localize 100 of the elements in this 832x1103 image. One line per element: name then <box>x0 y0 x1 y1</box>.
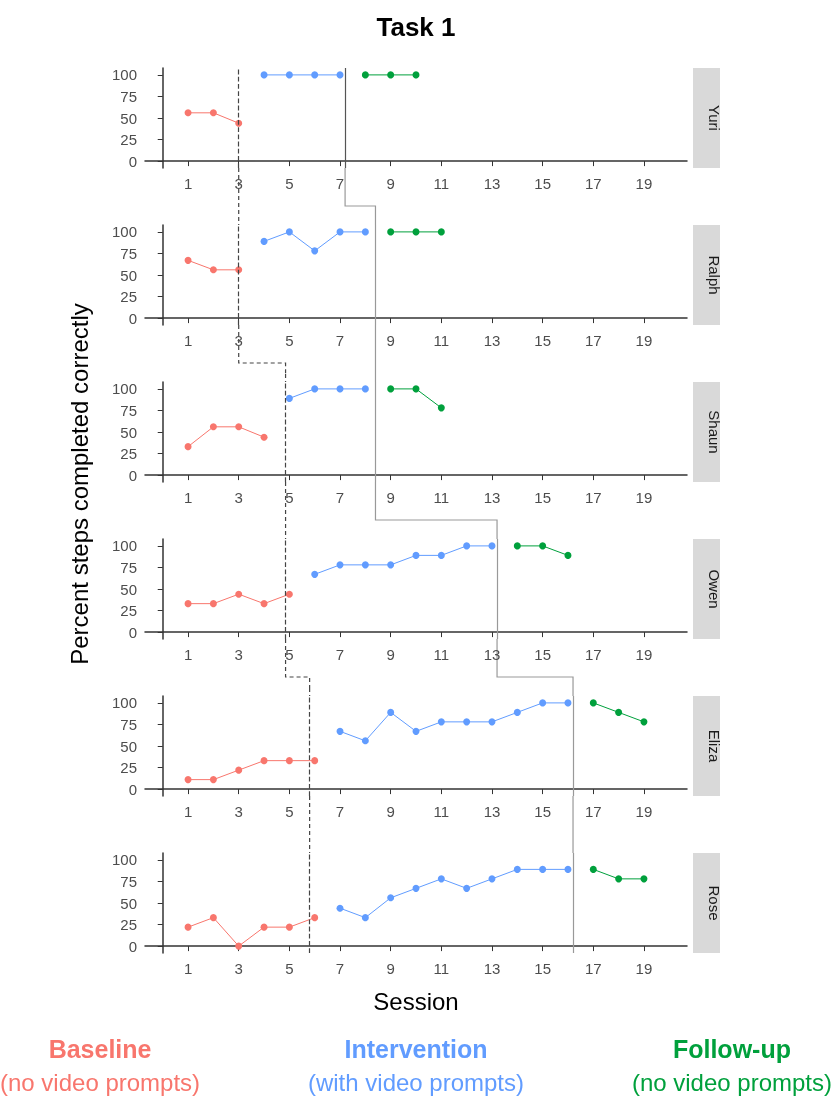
x-tick-label: 7 <box>335 332 345 349</box>
y-tick-label: 25 <box>120 288 137 306</box>
x-tick-label: 7 <box>335 175 345 192</box>
text: Intervention (with video prompts) <box>307 1034 525 1098</box>
x-tick-label: 5 <box>285 332 294 349</box>
y-tick-label: 0 <box>128 152 137 170</box>
x-tick-label: 11 <box>433 803 450 820</box>
y-tick-label: 25 <box>120 131 137 149</box>
y-tick-label: 25 <box>120 759 137 777</box>
x-tick-label: 7 <box>335 646 345 663</box>
y-tick-label: 50 <box>120 737 137 755</box>
text: Follow-up (no video prompts) <box>631 1034 832 1098</box>
x-tick-label: 17 <box>584 803 602 820</box>
x-tick-label: 19 <box>635 175 653 192</box>
y2-axis-title: Shaun <box>706 410 723 454</box>
y2-axis-title: Owen <box>706 569 723 609</box>
x-tick-label: 17 <box>584 960 602 977</box>
x-tick-label: 15 <box>534 960 551 977</box>
x-tick-label: 1 <box>183 332 193 349</box>
x-tick-label: 3 <box>234 332 243 349</box>
x-tick-label: 11 <box>433 332 450 349</box>
y-tick-label: 75 <box>120 715 137 733</box>
y-tick-label: 0 <box>128 309 137 327</box>
y-tick-label: 100 <box>111 694 137 712</box>
y-tick-label: 75 <box>120 558 137 576</box>
x-tick-label: 1 <box>183 646 193 663</box>
x-tick-label: 5 <box>285 646 294 663</box>
y-tick-label: 50 <box>120 580 137 598</box>
y2-axis-title: Ralph <box>706 255 723 295</box>
x-tick-label: 17 <box>584 332 602 349</box>
x-tick-label: 15 <box>534 646 551 663</box>
x-tick-label: 19 <box>635 332 653 349</box>
x-tick-label: 3 <box>234 489 243 506</box>
y-tick-label: 50 <box>120 109 137 127</box>
x-tick-label: 17 <box>584 489 602 506</box>
y-tick-label: 100 <box>111 66 137 84</box>
y2-axis-title: Rose <box>706 885 723 921</box>
x-tick-label: 15 <box>534 332 551 349</box>
x-tick-label: 17 <box>584 175 602 192</box>
y-tick-label: 25 <box>120 445 137 463</box>
x-tick-label: 13 <box>483 960 501 977</box>
x-tick-label: 5 <box>285 489 294 506</box>
x-tick-label: 13 <box>483 803 501 820</box>
x-tick-label: 15 <box>534 175 551 192</box>
x-tick-label: 9 <box>386 489 395 506</box>
x-tick-label: 19 <box>635 803 653 820</box>
x-tick-label: 13 <box>483 489 501 506</box>
y-tick-label: 0 <box>128 937 137 955</box>
x-tick-label: 5 <box>285 803 294 820</box>
y-tick-label: 50 <box>120 423 137 441</box>
x-tick-label: 19 <box>635 960 653 977</box>
x-tick-label: 13 <box>483 175 501 192</box>
y-tick-label: 25 <box>120 916 137 934</box>
x-tick-label: 15 <box>534 803 551 820</box>
chart-title: Task 1 <box>375 12 457 43</box>
x-tick-label: 9 <box>386 960 395 977</box>
x-tick-label: 11 <box>433 646 450 663</box>
y2-axis-title: Yuri <box>706 105 723 131</box>
y-tick-label: 75 <box>120 401 137 419</box>
y-tick-label: 50 <box>120 266 137 284</box>
x-tick-label: 1 <box>183 803 193 820</box>
y-tick-label: 0 <box>128 780 137 798</box>
x-tick-label: 13 <box>483 332 501 349</box>
x-tick-label: 9 <box>386 332 395 349</box>
x-tick-label: 1 <box>183 960 193 977</box>
x-tick-label: 11 <box>433 960 450 977</box>
x-tick-label: 3 <box>234 646 243 663</box>
y-tick-label: 75 <box>120 244 137 262</box>
x-tick-label: 1 <box>183 489 193 506</box>
y-tick-label: 25 <box>120 602 137 620</box>
x-tick-label: 19 <box>635 646 653 663</box>
y-tick-label: 50 <box>120 894 137 912</box>
y2-axis-title: Eliza <box>706 729 723 763</box>
y-tick-label: 100 <box>111 223 137 241</box>
x-tick-label: 1 <box>183 175 193 192</box>
y-tick-label: 100 <box>111 380 137 398</box>
y-tick-label: 0 <box>128 466 137 484</box>
x-tick-label: 5 <box>285 175 294 192</box>
x-tick-label: 3 <box>234 175 243 192</box>
x-tick-label: 7 <box>335 489 345 506</box>
x-tick-label: 11 <box>433 175 450 192</box>
x-tick-label: 17 <box>584 646 602 663</box>
x-tick-label: 3 <box>234 960 243 977</box>
text: Baseline (no video prompts) <box>0 1034 201 1098</box>
y-tick-label: 75 <box>120 872 137 890</box>
x-tick-label: 19 <box>635 489 653 506</box>
x-tick-label: 15 <box>534 489 551 506</box>
y-tick-label: 100 <box>111 851 137 869</box>
x-tick-label: 13 <box>483 646 501 663</box>
x-tick-label: 3 <box>234 803 243 820</box>
y-tick-label: 0 <box>128 623 137 641</box>
x-tick-label: 9 <box>386 803 395 820</box>
x-tick-label: 7 <box>335 803 345 820</box>
x-tick-label: 7 <box>335 960 345 977</box>
x-tick-label: 9 <box>386 175 395 192</box>
x-axis-title: Session <box>373 987 459 1015</box>
y-tick-label: 75 <box>120 87 137 105</box>
x-tick-label: 11 <box>433 489 450 506</box>
x-tick-label: 5 <box>285 960 294 977</box>
x-tick-label: 9 <box>386 646 395 663</box>
